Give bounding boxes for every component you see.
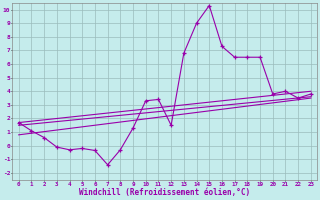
X-axis label: Windchill (Refroidissement éolien,°C): Windchill (Refroidissement éolien,°C) <box>79 188 250 197</box>
